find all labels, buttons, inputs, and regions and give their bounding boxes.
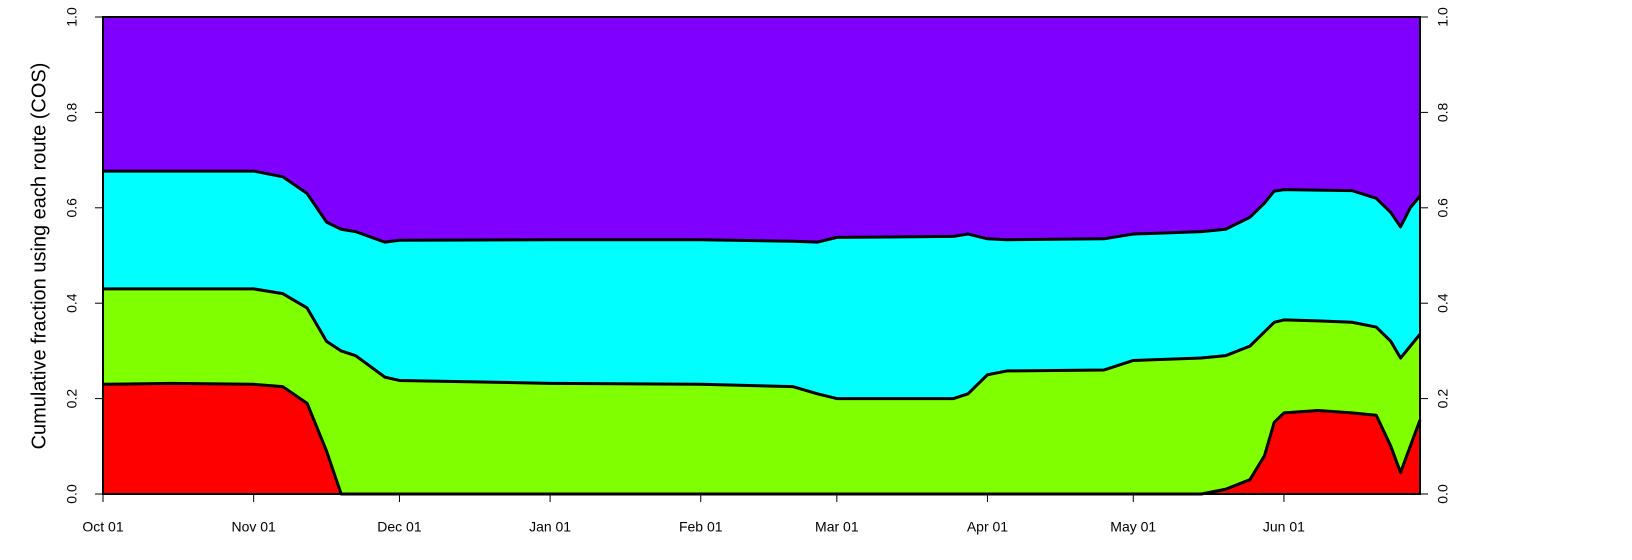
y-tick-label: 0.2 (64, 389, 80, 409)
y-tick-label: 0.4 (64, 293, 80, 313)
x-tick-label: Jan 01 (529, 519, 571, 535)
area (103, 17, 1420, 243)
x-tick-label: May 01 (1110, 519, 1156, 535)
x-tick-label: Feb 01 (679, 519, 723, 535)
y2-tick-label: 0.8 (1435, 102, 1451, 122)
y-axis-title: Cumulative fraction using each route (CO… (28, 63, 50, 450)
boundary-line (103, 169, 1422, 244)
y-tick-label: 1.0 (64, 7, 80, 27)
y-tick-label: 0.6 (64, 198, 80, 218)
y2-tick-label: 0.2 (1435, 389, 1451, 409)
x-tick-label: Nov 01 (231, 519, 276, 535)
x-tick-label: Apr 01 (967, 519, 1008, 535)
y2-tick-label: 0.4 (1435, 293, 1451, 313)
y2-tick-label: 0.0 (1435, 484, 1451, 504)
x-tick-label: Jun 01 (1263, 519, 1305, 535)
y-tick-label: 0.0 (64, 484, 80, 504)
y2-tick-label: 0.6 (1435, 198, 1451, 218)
boundary-line (103, 287, 1422, 401)
x-tick-label: Oct 01 (82, 519, 123, 535)
area (103, 171, 1420, 399)
y2-tick-label: 1.0 (1435, 7, 1451, 27)
plot-frame (102, 16, 1421, 495)
x-tick-label: Dec 01 (377, 519, 422, 535)
x-tick-label: Mar 01 (815, 519, 859, 535)
y-tick-label: 0.8 (64, 102, 80, 122)
area (103, 383, 1420, 494)
area (103, 288, 1420, 494)
